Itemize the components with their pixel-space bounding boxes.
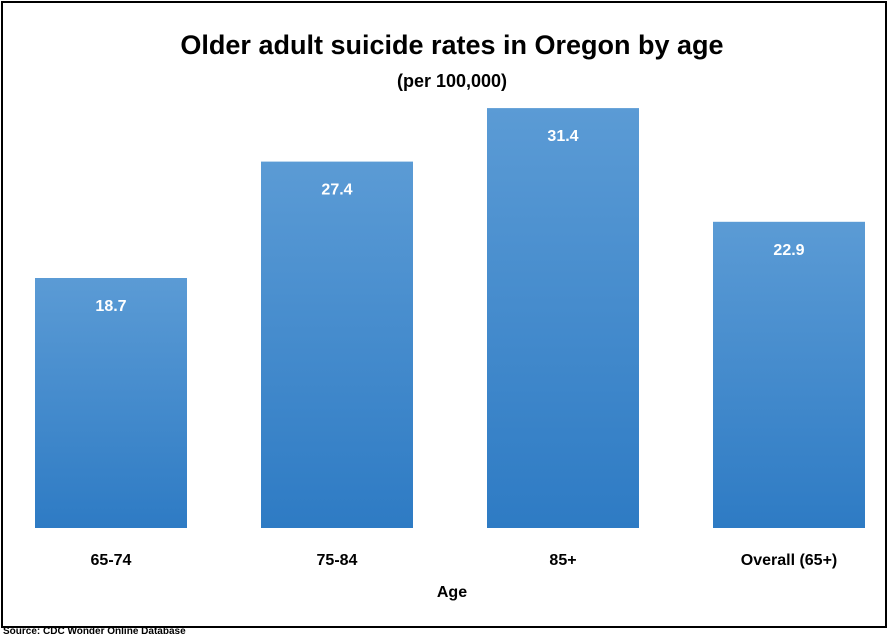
category-label: Overall (65+) — [741, 552, 838, 569]
data-label: 18.7 — [95, 298, 126, 315]
source-note: Source: CDC Wonder Online Database — [3, 626, 186, 637]
x-axis-title: Age — [437, 584, 467, 601]
data-label: 31.4 — [547, 128, 578, 145]
bar-overall-65 — [713, 221, 865, 529]
category-label: 75-84 — [317, 552, 358, 569]
data-labels-group: 18.7 27.4 31.4 22.9 — [95, 128, 804, 315]
category-labels-group: 65-74 75-84 85+ Overall (65+) — [91, 552, 838, 569]
data-label: 27.4 — [321, 182, 352, 199]
category-label: 65-74 — [91, 552, 132, 569]
bar-85 — [487, 108, 639, 528]
data-label: 22.9 — [773, 242, 804, 259]
category-label: 85+ — [549, 552, 576, 569]
chart-title: Older adult suicide rates in Oregon by a… — [180, 30, 723, 60]
bar-65-74 — [35, 278, 187, 528]
bar-75-84 — [261, 161, 413, 528]
chart-subtitle: (per 100,000) — [397, 71, 507, 91]
bars-group — [35, 108, 865, 529]
